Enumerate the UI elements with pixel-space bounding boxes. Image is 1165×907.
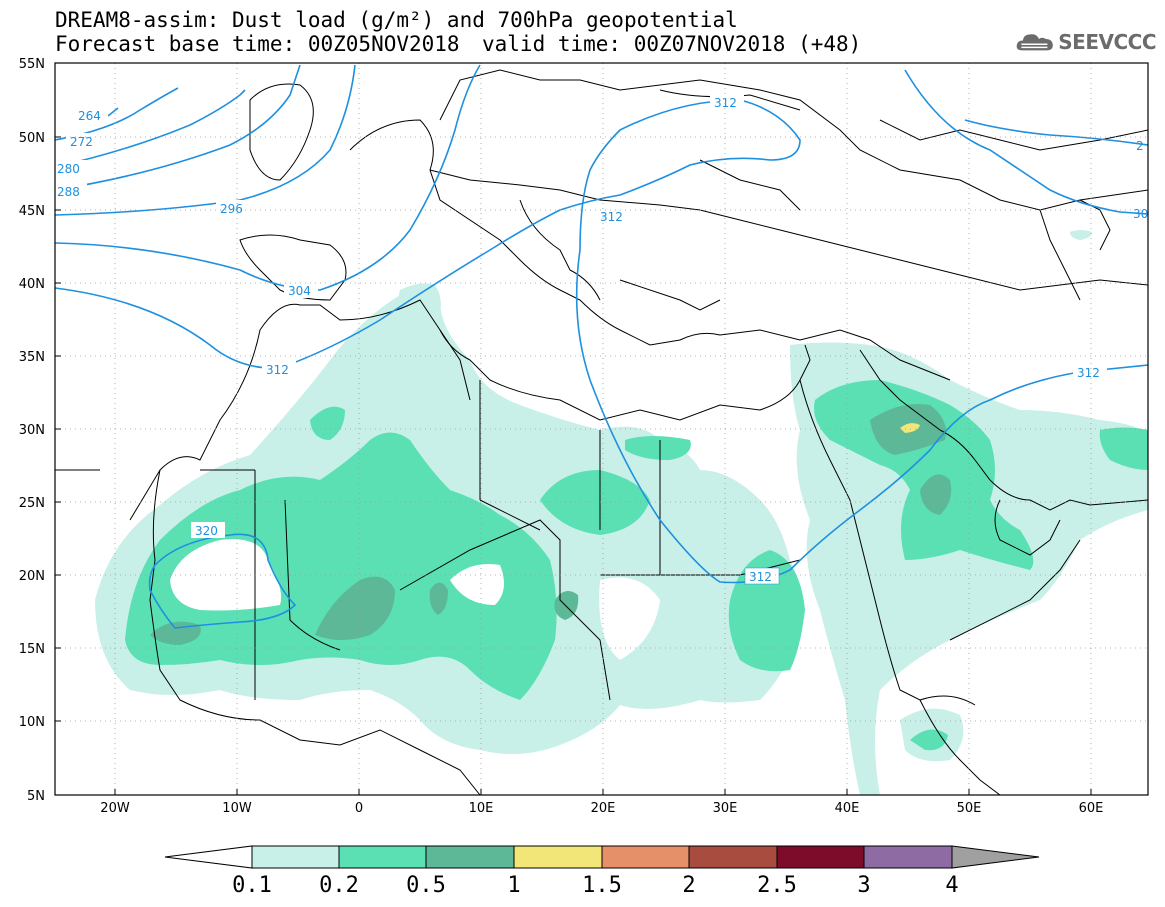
logo-text: SEEVCCC	[1058, 30, 1156, 54]
cloud-icon	[1016, 34, 1053, 51]
contour-280	[55, 89, 246, 168]
contour-label-312-e: 312	[1077, 366, 1100, 380]
colorbar-label-2.5: 2.5	[757, 873, 797, 898]
contour-312-west	[55, 99, 1148, 584]
contour-304	[55, 64, 481, 291]
dust-region-caspian-light	[1070, 230, 1092, 240]
contour-label-280: 280	[57, 162, 80, 176]
colorbar-label-2: 2	[682, 873, 695, 898]
latitude-labels: 55N 50N 45N 40N 35N 30N 25N 20N 15N 10N …	[19, 57, 45, 804]
longitude-labels: 20W 10W 0 10E 20E 30E 40E 50E 60E	[100, 801, 1103, 816]
graticule	[55, 63, 1148, 795]
lon-label-10w: 10W	[222, 801, 252, 816]
forecast-base-time: Forecast base time: 00Z05NOV2018	[55, 32, 460, 56]
valid-time: valid time: 00Z07NOV2018 (+48)	[482, 32, 862, 56]
lat-label-55n: 55N	[19, 57, 45, 72]
colorbar-bin-0	[251, 845, 340, 869]
lat-label-5n: 5N	[27, 789, 45, 804]
contour-296	[55, 64, 356, 216]
contour-label-296: 296	[220, 202, 243, 216]
lon-label-40e: 40E	[835, 801, 860, 816]
dust-region-horn-medium	[910, 729, 948, 751]
dust-region-niger-dark	[429, 582, 448, 615]
contour-label-320: 320	[195, 524, 218, 538]
colorbar-bin-4	[601, 845, 690, 869]
dust-region-peak	[900, 423, 920, 433]
colorbar-bin-6	[776, 845, 865, 869]
contour-label-312-c: 312	[600, 210, 623, 224]
coastlines-borders	[55, 299, 1148, 795]
colorbar-bin-3	[513, 845, 603, 869]
lon-label-30e: 30E	[713, 801, 738, 816]
lat-label-30n: 30N	[19, 423, 45, 438]
colorbar: 0.1 0.2 0.5 1 1.5 2 2.5 3 4	[164, 845, 1040, 898]
colorbar-under-arrow	[164, 845, 253, 869]
dust-shading	[95, 230, 1148, 795]
geopotential-contours	[55, 64, 1148, 629]
dust-region-saudi-dark	[920, 474, 952, 515]
contour-label-ne: 2	[1136, 139, 1144, 153]
colorbar-label-0.2: 0.2	[319, 873, 359, 898]
contour-label-312-b: 312	[714, 96, 737, 110]
colorbar-bin-5	[688, 845, 778, 869]
dust-region-algeria-medium	[310, 406, 345, 440]
colorbar-label-1.5: 1.5	[582, 873, 622, 898]
contour-320	[148, 533, 297, 629]
contour-label-264: 264	[78, 109, 101, 123]
lon-label-60e: 60E	[1079, 801, 1104, 816]
colorbar-label-0.1: 0.1	[232, 873, 272, 898]
lat-label-10n: 10N	[19, 715, 45, 730]
lat-label-25n: 25N	[19, 496, 45, 511]
map-title: DREAM8-assim: Dust load (g/m²) and 700hP…	[55, 8, 935, 56]
colorbar-label-4: 4	[945, 873, 958, 898]
contour-label-272: 272	[70, 135, 93, 149]
dust-region-arabia-medium	[814, 380, 1034, 570]
contour-ne	[964, 119, 1148, 146]
contour-label-288: 288	[57, 185, 80, 199]
dust-region-senegal-dark	[150, 621, 201, 645]
colorbar-bin-1	[338, 845, 427, 869]
contour-label-312-d: 312	[749, 570, 772, 584]
dust-region-west-sahara-medium	[125, 432, 557, 700]
dust-region-iran-medium	[1099, 427, 1148, 470]
map-plot-area: 264 272 280 288 296 304 312 312 312 312 …	[55, 63, 1148, 795]
dust-region-egypt-medium	[625, 436, 691, 460]
axis-ticks	[55, 62, 1092, 796]
colorbar-label-1: 1	[507, 873, 520, 898]
europe-outlines	[239, 69, 1148, 381]
lat-label-45n: 45N	[19, 204, 45, 219]
contour-labels: 264 272 280 288 296 304 312 312 312 312 …	[55, 94, 1148, 585]
lon-label-20w: 20W	[100, 801, 130, 816]
lat-label-20n: 20N	[19, 569, 45, 584]
seevccc-logo: SEEVCCC	[1016, 26, 1156, 58]
colorbar-label-0.5: 0.5	[406, 873, 446, 898]
lat-label-15n: 15N	[19, 642, 45, 657]
lon-label-0: 0	[355, 801, 363, 816]
colorbar-bin-2	[425, 845, 515, 869]
colorbar-label-3: 3	[857, 873, 870, 898]
lat-label-40n: 40N	[19, 277, 45, 292]
lon-label-50e: 50E	[957, 801, 982, 816]
contour-272	[55, 87, 179, 141]
contour-label-312-a: 312	[266, 363, 289, 377]
dust-region-mali-dark	[315, 576, 395, 640]
contour-264	[107, 107, 119, 117]
lat-label-50n: 50N	[19, 131, 45, 146]
contour-label-east: 30	[1133, 207, 1148, 221]
colorbar-bin-7	[863, 845, 953, 869]
lon-label-20e: 20E	[591, 801, 616, 816]
colorbar-over-arrow	[951, 845, 1040, 869]
lon-label-10e: 10E	[469, 801, 494, 816]
lat-label-35n: 35N	[19, 350, 45, 365]
contour-label-304: 304	[288, 284, 311, 298]
title-line-1: DREAM8-assim: Dust load (g/m²) and 700hP…	[55, 8, 738, 32]
contour-288	[55, 64, 301, 191]
contour-east	[904, 69, 1148, 215]
dust-region-libya-medium	[540, 470, 650, 535]
